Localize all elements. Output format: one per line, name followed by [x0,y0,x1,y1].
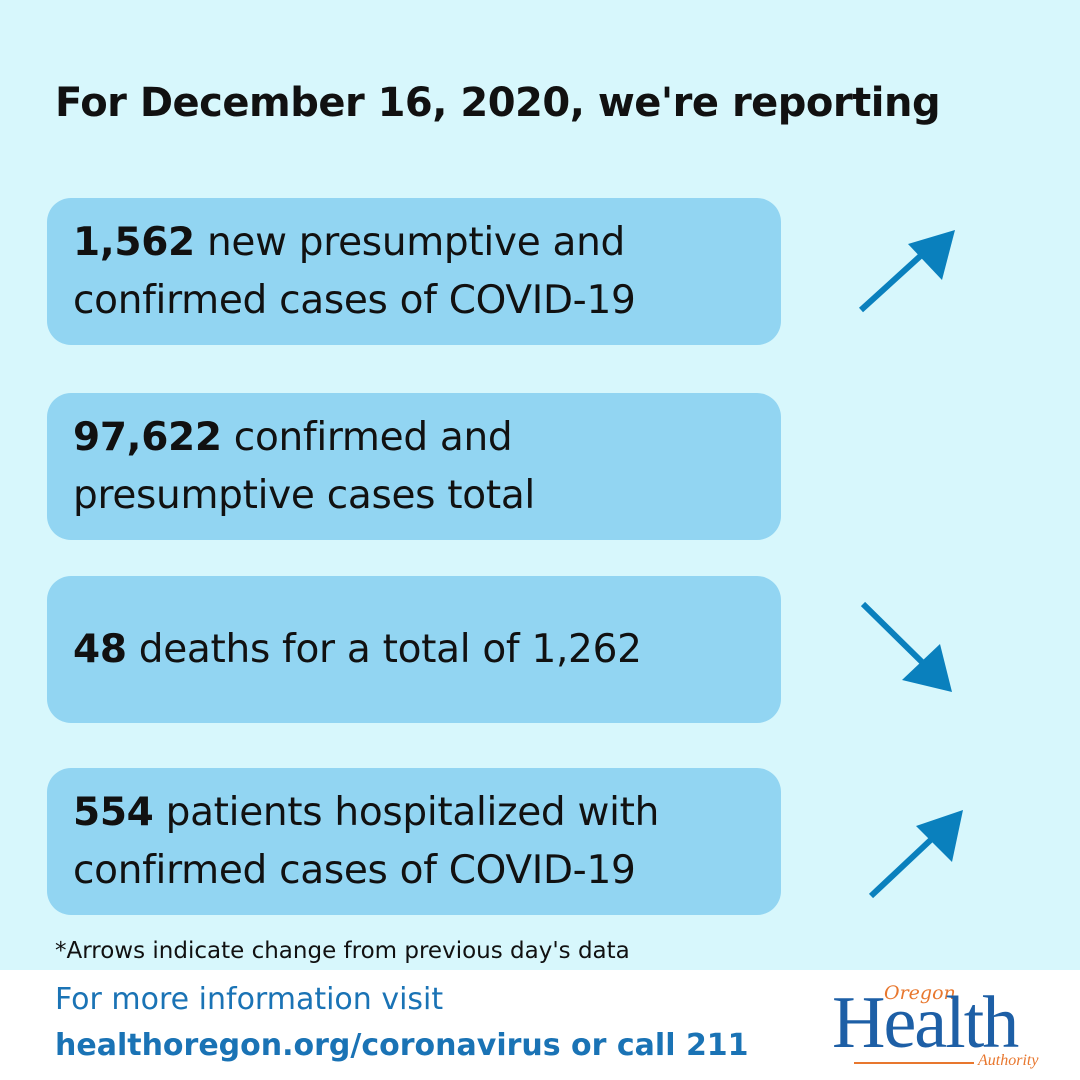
trend-down-arrow-icon [860,601,952,692]
stat-card-hospitalized: 554 patients hospitalized with confirmed… [47,768,781,915]
stat-number: 48 [73,626,127,672]
page-title: For December 16, 2020, we're reporting [55,80,941,126]
logo-authority-text: Authority [978,1052,1039,1069]
logo-oregon-text: Oregon [884,982,956,1004]
trend-up-arrow-icon [858,230,955,313]
stat-number: 554 [73,789,154,835]
stat-text: 97,622 confirmed and presumptive cases t… [73,409,593,525]
stat-card-deaths: 48 deaths for a total of 1,262 [47,576,781,723]
oregon-health-authority-logo: Oregon Health Authority [832,982,1047,1074]
footer: For more information visit healthoregon.… [0,970,1080,1080]
stat-description: patients hospitalized with confirmed cas… [73,789,660,893]
stat-number: 1,562 [73,219,195,265]
logo-divider [854,1062,974,1064]
stat-description: new presumptive and confirmed cases of C… [73,219,636,323]
stat-text: 554 patients hospitalized with confirmed… [73,784,713,900]
trend-up-arrow-icon [868,810,963,899]
footnote: *Arrows indicate change from previous da… [55,938,630,964]
footer-link[interactable]: healthoregon.org/coronavirus or call 211 [55,1028,749,1063]
stat-description: deaths for a total of 1,262 [126,626,642,672]
footer-info-text: For more information visit [55,982,444,1017]
stat-card-new-cases: 1,562 new presumptive and confirmed case… [47,198,781,345]
stat-text: 48 deaths for a total of 1,262 [73,621,642,679]
stat-text: 1,562 new presumptive and confirmed case… [73,214,693,330]
logo-health-text: Health [832,982,1019,1064]
stat-card-total-cases: 97,622 confirmed and presumptive cases t… [47,393,781,540]
stat-description: confirmed and presumptive cases total [73,414,535,518]
stat-number: 97,622 [73,414,222,460]
